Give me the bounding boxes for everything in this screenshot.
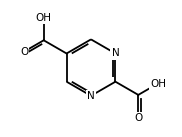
Text: OH: OH <box>150 79 166 89</box>
Text: N: N <box>112 48 119 58</box>
Text: O: O <box>20 47 28 57</box>
Text: OH: OH <box>36 13 52 23</box>
Text: O: O <box>134 113 142 123</box>
Text: N: N <box>87 91 95 101</box>
